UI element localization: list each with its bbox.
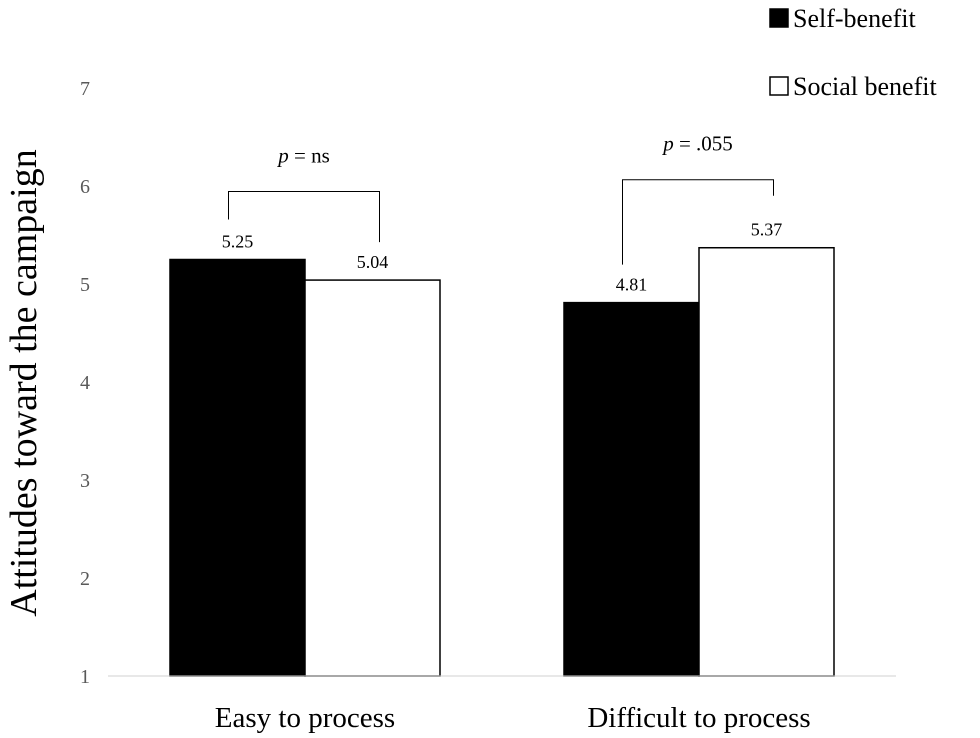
x-axis: Easy to process Difficult to process <box>108 675 896 734</box>
significance-bracket <box>228 191 380 243</box>
bar-value-label: 5.25 <box>222 232 254 252</box>
p-value-text: = ns <box>289 144 330 168</box>
p-value-label: p = .055 <box>661 132 733 156</box>
legend-swatch <box>769 8 789 28</box>
y-tick-label: 5 <box>80 274 90 296</box>
bars: 5.25 5.04 4.81 5.37 <box>169 220 835 677</box>
legend-swatch <box>769 76 789 96</box>
legend-label: Social benefit <box>793 72 937 101</box>
y-axis-title: Attitudes toward the campaign <box>3 149 45 617</box>
p-symbol: p <box>661 132 674 156</box>
y-tick-label: 1 <box>80 666 90 688</box>
y-tick-label: 4 <box>80 372 90 394</box>
bar-value-label: 5.37 <box>751 220 783 240</box>
legend: Self-benefit Social benefit <box>769 4 937 101</box>
p-value-label: p = ns <box>276 144 330 168</box>
bar <box>698 246 835 677</box>
bar-value-label: 5.04 <box>357 252 389 272</box>
significance-bracket <box>622 179 774 265</box>
p-value-text: = .055 <box>674 132 733 156</box>
bar <box>169 258 306 677</box>
legend-label: Self-benefit <box>793 4 917 33</box>
y-tick-label: 6 <box>80 176 90 198</box>
bar <box>563 301 700 677</box>
bar-value-label: 4.81 <box>616 275 648 295</box>
x-category-label: Difficult to process <box>587 702 810 734</box>
bar <box>304 279 441 677</box>
y-axis: 1 2 3 4 5 6 7 <box>80 78 90 688</box>
y-tick-label: 7 <box>80 78 90 100</box>
significance-brackets: p = ns p = .055 <box>228 132 774 265</box>
x-category-label: Easy to process <box>215 702 395 734</box>
p-symbol: p <box>276 144 289 168</box>
y-tick-label: 3 <box>80 470 90 492</box>
y-tick-label: 2 <box>80 568 90 590</box>
